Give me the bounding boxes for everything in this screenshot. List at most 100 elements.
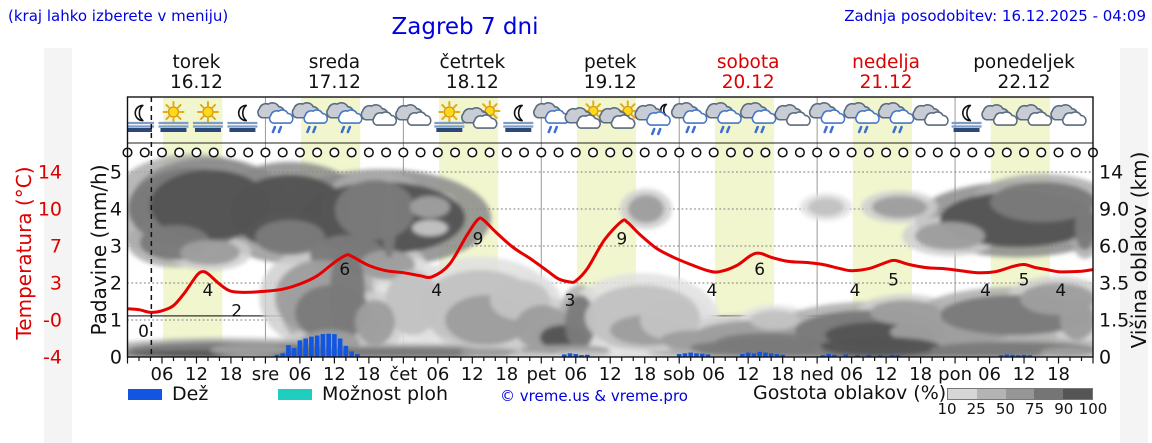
rain-bar (855, 355, 860, 357)
wind-circle (1053, 147, 1064, 158)
wind-circle (432, 147, 443, 158)
weather-icon-cloud (360, 104, 398, 126)
wind-circle (243, 147, 254, 158)
cloud-density-scale-value: 75 (1025, 400, 1045, 418)
rain-bar (694, 353, 699, 357)
rain-bar (573, 354, 579, 357)
page-title: Zagreb 7 dni (391, 14, 539, 40)
temperature-value-label: 9 (616, 229, 627, 249)
rain-bar (780, 354, 785, 357)
rain-bar (866, 354, 872, 357)
weather-icon-moon-fog (227, 104, 258, 132)
rain-bar (1015, 355, 1021, 357)
rain-bar (688, 352, 694, 357)
wind-circle (1018, 147, 1030, 158)
rain-bar (745, 352, 751, 357)
cloud-blob (1040, 347, 1093, 357)
weather-icon-cloud-rain (739, 102, 777, 134)
time-axis-label: 12 (737, 364, 760, 385)
time-axis-label: 12 (323, 364, 346, 385)
rain-bar (326, 333, 331, 357)
rain-bar (291, 348, 297, 357)
wind-circle (760, 147, 771, 158)
weather-icon-sun-cloud (598, 100, 639, 129)
temperature-value-label: 3 (565, 291, 576, 311)
wind-circle (622, 147, 633, 158)
copyright-text: © vreme.us & vreme.pro (500, 387, 688, 405)
wind-circle (329, 147, 340, 158)
rain-bar (349, 351, 354, 357)
rain-bar (567, 353, 573, 357)
temperature-value-label: 4 (980, 281, 991, 301)
temperature-value-label: 9 (473, 229, 484, 249)
temperature-value-label: 4 (850, 281, 861, 301)
wind-circle (208, 147, 219, 158)
weather-icon-moon-cloud-rain (634, 103, 671, 136)
cloud-height-tick-label: 14 (1099, 162, 1123, 184)
cloud-field (127, 154, 1093, 357)
temperature-value-label: 5 (1019, 271, 1030, 291)
cloud-density-scale-segment (976, 389, 1006, 399)
cloud-blob (382, 186, 396, 258)
time-axis-label: sob (663, 364, 695, 385)
showers-legend-swatch (278, 389, 312, 400)
time-axis-label: 18 (357, 364, 380, 385)
cloud-blob (990, 182, 1093, 222)
rain-bar (584, 354, 590, 357)
time-axis-label: 12 (875, 364, 898, 385)
cloud-density-legend-label: Gostota oblakov (%) (753, 382, 947, 404)
day-name-label: sreda (309, 52, 360, 73)
weather-icon-cloud-rain (843, 102, 880, 134)
temperature-value-label: 5 (888, 271, 899, 291)
weather-icon-cloud (395, 104, 432, 126)
cloud-blob (1075, 205, 1093, 250)
wind-circle (691, 147, 702, 158)
day-name-label: petek (584, 52, 637, 73)
temperature-tick-label: 14 (38, 162, 62, 184)
rain-bar (1021, 354, 1027, 357)
rain-bar (774, 354, 780, 357)
cloud-blob (255, 220, 325, 255)
wind-circle (881, 147, 892, 158)
cloud-blob (355, 300, 395, 345)
precipitation-tick-label: 3 (110, 236, 122, 258)
cloud-height-tick-label: 0 (1099, 347, 1111, 369)
time-axis-label: ned (800, 364, 834, 385)
temperature-value-label: 4 (203, 281, 214, 301)
weather-icon-moon-fog (127, 104, 154, 132)
day-date-label: 16.12 (170, 72, 223, 93)
weather-icon-cloud (1050, 104, 1087, 126)
time-axis-label: 06 (840, 364, 863, 385)
cloud-density-scale-value: 90 (1054, 400, 1074, 418)
wind-circle (1070, 147, 1081, 158)
weather-icon-cloud-rain (877, 102, 915, 134)
cloud-blob (628, 195, 664, 223)
cloud-height-tick-label: 3.5 (1099, 273, 1129, 295)
time-axis-label: 18 (1047, 364, 1070, 385)
rain-bar (705, 354, 711, 357)
time-axis-label: 12 (185, 364, 208, 385)
temperature-curve (127, 216, 1093, 314)
time-axis-label: 06 (288, 364, 311, 385)
cloud-density-scale-segment (1005, 389, 1035, 399)
time-axis-label: 06 (978, 364, 1001, 385)
rain-bar (768, 353, 774, 357)
rain-bar (579, 355, 584, 357)
cloud-density-scale-value: 100 (1078, 400, 1108, 418)
wind-circle (312, 147, 323, 158)
wind-circle (225, 147, 236, 158)
wind-circle (829, 147, 840, 158)
cloud-blob (180, 240, 240, 265)
wind-circle (605, 147, 616, 158)
cloud-density-scale-value: 50 (995, 400, 1015, 418)
location-hint-text: (kraj lahko izberete v meniju) (8, 7, 229, 25)
wind-circle (363, 147, 374, 158)
cloud-blob (1060, 300, 1093, 340)
rain-bar (337, 338, 343, 357)
wind-circle (381, 147, 392, 158)
rain-bar (820, 355, 826, 357)
cloud-density-scale-value: 10 (937, 400, 957, 418)
time-axis-label: 12 (599, 364, 622, 385)
wind-circle (812, 147, 823, 158)
time-axis-label: 06 (426, 364, 449, 385)
